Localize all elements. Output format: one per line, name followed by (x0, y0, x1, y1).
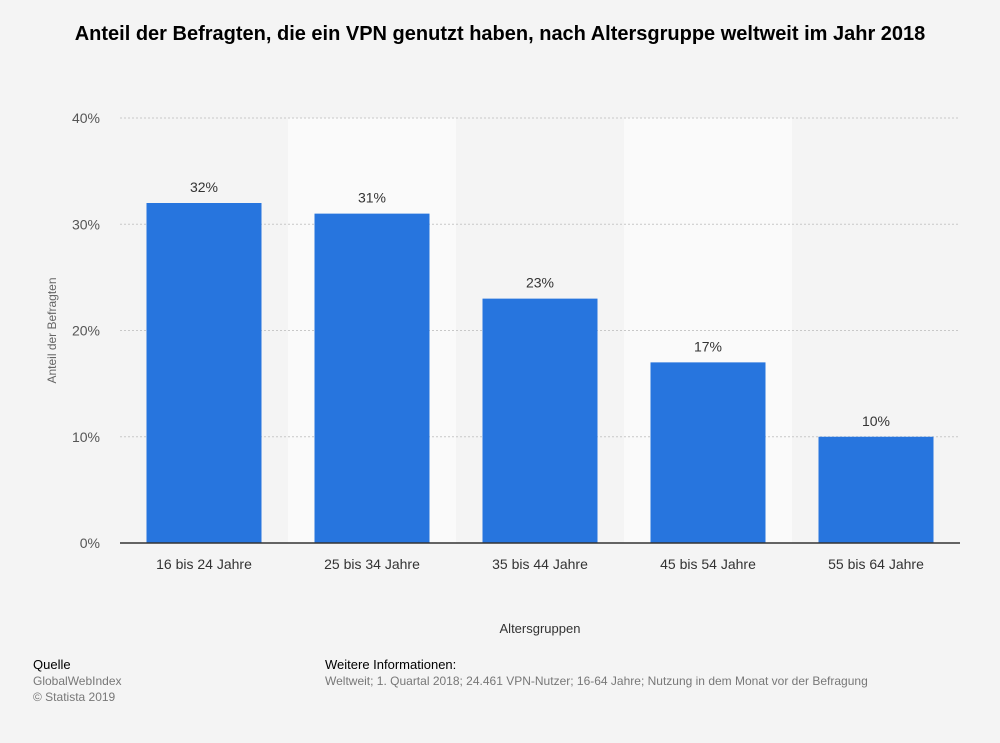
x-tick-label: 35 bis 44 Jahre (492, 556, 588, 572)
bar[interactable] (818, 436, 934, 543)
y-axis-ticks: 0% 10% 20% 30% 40% (72, 110, 100, 551)
info-block: Weitere Informationen: Weltweit; 1. Quar… (325, 657, 965, 689)
x-tick-label: 55 bis 64 Jahre (828, 556, 924, 572)
chart-title: Anteil der Befragten, die ein VPN genutz… (74, 23, 926, 45)
bar[interactable] (482, 298, 598, 543)
data-label: 32% (190, 179, 218, 195)
y-tick-label: 20% (72, 323, 100, 339)
source-heading: Quelle (33, 657, 71, 672)
bar[interactable] (650, 362, 766, 543)
data-label: 10% (862, 413, 890, 429)
y-tick-label: 30% (72, 216, 100, 232)
bar[interactable] (314, 213, 430, 543)
x-axis-ticks: 16 bis 24 Jahre 25 bis 34 Jahre 35 bis 44 … (156, 556, 924, 572)
bar[interactable] (146, 203, 262, 543)
bars (146, 203, 934, 543)
y-tick-label: 0% (80, 535, 100, 551)
source-name[interactable]: GlobalWebIndex (33, 674, 122, 688)
x-tick-label: 45 bis 54 Jahre (660, 556, 756, 572)
source-block: Quelle GlobalWebIndex © Statista 2019 (33, 657, 122, 705)
data-label: 23% (526, 275, 554, 291)
data-label: 31% (358, 190, 386, 206)
x-tick-label: 25 bis 34 Jahre (324, 556, 420, 572)
y-tick-label: 40% (72, 110, 100, 126)
value-labels: 32% 31% 23% 17% 10% (190, 179, 890, 429)
y-tick-label: 10% (72, 429, 100, 445)
x-axis-label: Altersgruppen (500, 621, 581, 636)
info-heading: Weitere Informationen: (325, 657, 457, 672)
y-axis-label: Anteil der Befragten (45, 277, 59, 383)
data-label: 17% (694, 338, 722, 354)
copyright: © Statista 2019 (33, 690, 116, 704)
x-tick-label: 16 bis 24 Jahre (156, 556, 252, 572)
info-text: Weltweit; 1. Quartal 2018; 24.461 VPN-Nu… (325, 674, 868, 688)
